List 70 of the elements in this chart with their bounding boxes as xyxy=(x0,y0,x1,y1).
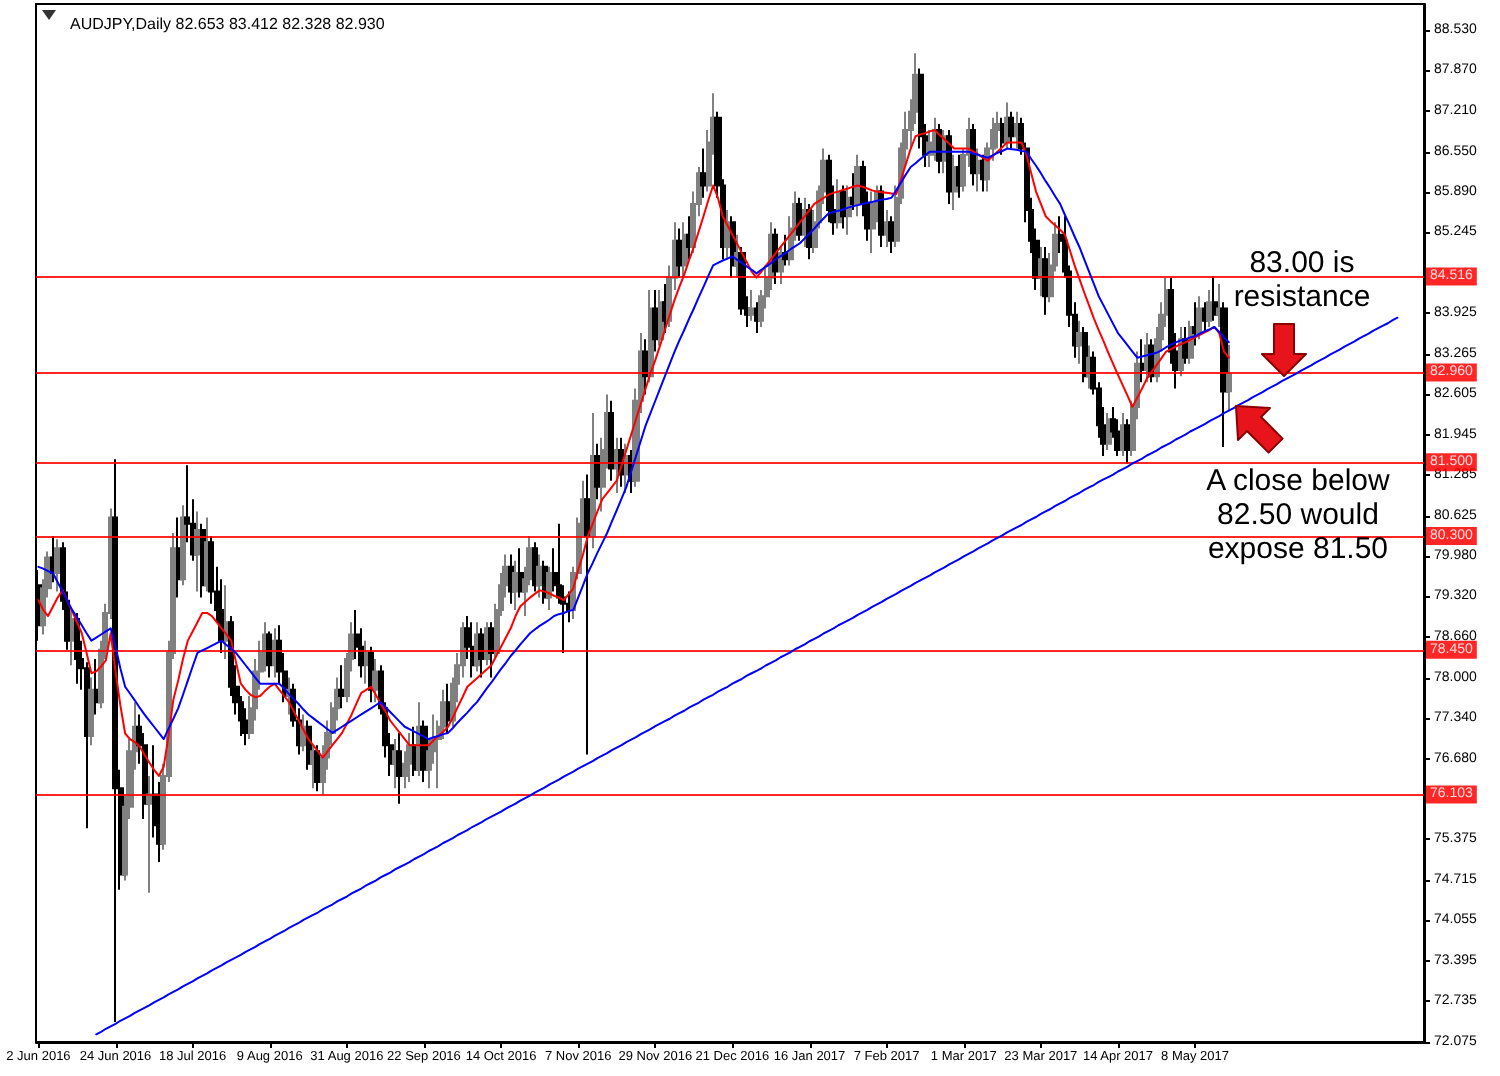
candlestick xyxy=(796,196,802,242)
candlestick xyxy=(518,547,524,599)
candlestick xyxy=(884,209,890,248)
candlestick xyxy=(850,172,856,212)
candlestick xyxy=(748,289,754,322)
candlestick xyxy=(194,510,200,593)
candlestick xyxy=(840,184,846,230)
candlestick xyxy=(870,190,876,255)
candlestick xyxy=(846,184,852,236)
candlestick xyxy=(1106,412,1112,451)
candlestick xyxy=(364,639,370,685)
candlestick xyxy=(1216,282,1222,328)
candlestick xyxy=(94,658,100,716)
candlestick xyxy=(1226,343,1232,413)
candlestick xyxy=(946,129,952,205)
candlestick xyxy=(314,744,320,793)
candlestick xyxy=(536,553,542,599)
candlestick xyxy=(1076,319,1082,365)
text: AUDJPY,Daily 82.653 83.412 82.328 82.930 xyxy=(70,15,386,33)
candlestick xyxy=(392,738,398,790)
annotation: 83.00 is resistance xyxy=(1231,246,1373,314)
candlestick xyxy=(686,215,692,261)
annotation: A close below 82.50 would expose 81.50 xyxy=(1204,464,1392,566)
candlestick xyxy=(224,584,230,661)
candlestick xyxy=(146,774,152,894)
candlestick xyxy=(1206,289,1212,328)
candlestick xyxy=(478,627,484,679)
candlestick xyxy=(782,233,788,267)
candlestick xyxy=(396,731,402,805)
candlestick xyxy=(470,621,476,679)
candlestick xyxy=(1008,110,1014,150)
candlestick xyxy=(854,153,860,218)
candlestick xyxy=(754,301,760,335)
candlestick xyxy=(1192,301,1198,347)
candlestick xyxy=(676,227,682,279)
candlestick xyxy=(546,565,552,611)
candlestick xyxy=(88,676,94,747)
candlestick xyxy=(1212,275,1218,322)
candlestick xyxy=(406,731,412,784)
candlestick xyxy=(1196,295,1202,341)
candlestick xyxy=(594,442,600,501)
candlestick xyxy=(878,184,884,248)
candlestick xyxy=(508,553,514,605)
candlestick xyxy=(1140,338,1146,384)
candlestick xyxy=(310,744,316,790)
candlestick xyxy=(888,215,894,255)
candlestick xyxy=(488,621,494,679)
candlestick xyxy=(778,245,784,285)
candlestick xyxy=(1124,418,1130,466)
line-series xyxy=(95,316,1399,1036)
candlestick xyxy=(372,658,378,704)
candlestick xyxy=(180,504,186,587)
candlestick xyxy=(266,630,272,679)
candlestick xyxy=(970,122,976,187)
candlestick xyxy=(700,147,706,199)
candlestick xyxy=(1042,245,1048,316)
candlestick xyxy=(176,516,182,599)
candlestick xyxy=(652,289,658,353)
candlestick xyxy=(724,209,730,261)
candlestick xyxy=(1014,110,1020,150)
candlestick xyxy=(584,473,590,756)
candlestick xyxy=(608,399,614,482)
candlestick xyxy=(682,221,688,279)
candlestick xyxy=(338,664,346,710)
candlestick xyxy=(54,538,60,593)
candlestick xyxy=(976,147,982,193)
candlestick xyxy=(642,338,648,396)
candlestick xyxy=(512,559,518,611)
candlestick xyxy=(952,153,958,212)
candlestick xyxy=(112,458,118,1024)
